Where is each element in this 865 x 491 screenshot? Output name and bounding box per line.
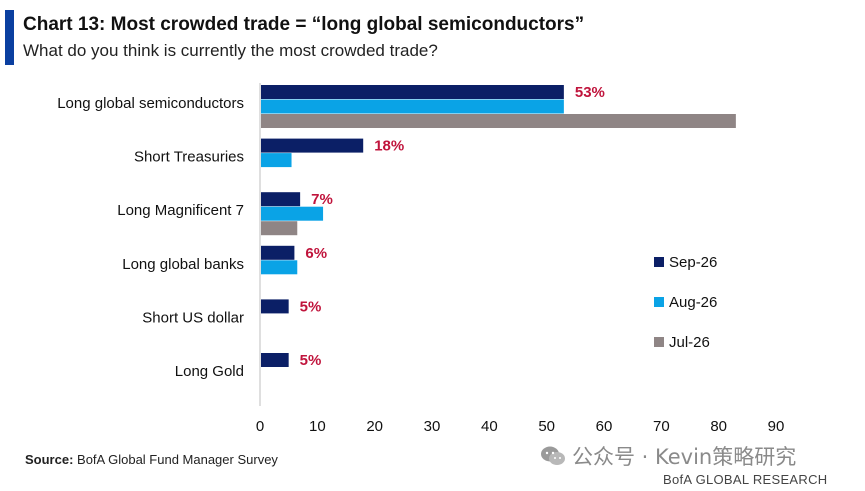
category-label: Short US dollar — [142, 309, 244, 326]
legend-swatch — [654, 297, 664, 307]
bar-aug-26 — [261, 99, 564, 114]
bar-jul-26 — [261, 114, 736, 128]
source-text: BofA Global Fund Manager Survey — [77, 452, 278, 467]
x-tick-label: 50 — [538, 418, 555, 435]
category-label: Short Treasuries — [134, 149, 244, 166]
x-tick-label: 30 — [424, 418, 441, 435]
x-tick-label: 20 — [366, 418, 383, 435]
data-label: 7% — [311, 191, 333, 208]
bar-aug-26 — [261, 153, 292, 168]
bar-sep-26 — [261, 192, 301, 207]
bar-sep-26 — [261, 138, 364, 153]
x-tick-label: 60 — [596, 418, 613, 435]
legend-label: Aug-26 — [669, 294, 717, 311]
bar-chart: Long global semiconductors 53% Short Treas… — [57, 83, 785, 435]
bar-aug-26 — [261, 206, 324, 221]
source-label: Source: — [25, 452, 74, 467]
x-tick-label: 0 — [256, 418, 264, 435]
chart-subtitle: What do you think is currently the most … — [23, 41, 438, 60]
category-label: Long global banks — [122, 256, 244, 273]
watermark: 公众号 · Kevin策略研究 — [540, 441, 796, 472]
legend-swatch — [654, 337, 664, 347]
footer-brand: BofA GLOBAL RESEARCH — [663, 472, 828, 487]
legend-label: Jul-26 — [669, 334, 710, 351]
bar-sep-26 — [261, 353, 289, 367]
category-label: Long Gold — [175, 363, 244, 380]
bar-sep-26 — [261, 85, 564, 99]
x-tick-label: 80 — [710, 418, 727, 435]
data-label: 6% — [305, 245, 327, 262]
data-label: 5% — [300, 352, 322, 369]
bar-sep-26 — [261, 299, 289, 314]
category-label: Long Magnificent 7 — [117, 202, 244, 219]
x-tick-label: 70 — [653, 418, 670, 435]
bar-sep-26 — [261, 245, 295, 260]
category-label: Long global semiconductors — [57, 95, 244, 112]
chart-title: Chart 13: Most crowded trade = “long glo… — [23, 14, 585, 35]
x-tick-label: 40 — [481, 418, 498, 435]
data-label: 5% — [300, 298, 322, 315]
bar-aug-26 — [261, 260, 298, 275]
x-tick-label: 90 — [768, 418, 785, 435]
x-tick-label: 10 — [309, 418, 326, 435]
bar-jul-26 — [261, 221, 298, 236]
accent-bar — [5, 10, 14, 65]
wechat-icon — [540, 445, 566, 472]
data-label: 18% — [374, 138, 404, 155]
source-note: Source: BofA Global Fund Manager Survey — [25, 452, 278, 467]
legend-swatch — [654, 257, 664, 267]
legend-label: Sep-26 — [669, 254, 717, 271]
watermark-text: 公众号 · Kevin策略研究 — [572, 445, 797, 469]
data-label: 53% — [575, 84, 605, 101]
